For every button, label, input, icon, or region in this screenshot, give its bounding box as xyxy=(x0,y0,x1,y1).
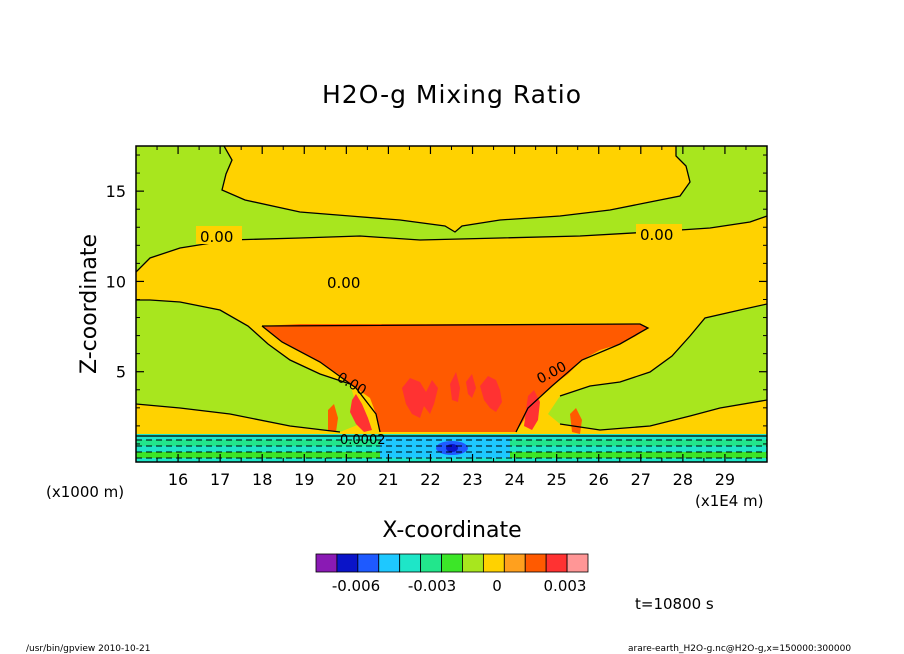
colorbar-swatch xyxy=(524,553,547,573)
footer-right: arare-earth_H2O-g.nc@H2O-g,x=150000:3000… xyxy=(628,644,851,654)
colorbar-swatch xyxy=(545,553,568,573)
x-tick-label: 17 xyxy=(210,470,230,489)
y-tick-label: 5 xyxy=(116,363,126,382)
x-axis-title: X-coordinate xyxy=(382,518,521,543)
x-tick-label: 18 xyxy=(252,470,272,489)
colorbar-swatch xyxy=(336,553,359,573)
contour-fill-red-core-5 xyxy=(350,394,372,432)
colorbar-swatch xyxy=(441,553,463,573)
time-label: t=10800 s xyxy=(635,595,714,613)
colorbar-swatch xyxy=(357,553,380,573)
x-tick-label: 21 xyxy=(378,470,398,489)
contour-label: 0.00 xyxy=(200,228,233,246)
contour-label: 0.00 xyxy=(327,274,360,292)
x-tick-label: 28 xyxy=(673,470,693,489)
colorbar-swatch xyxy=(503,553,526,573)
x-unit-label: (x1E4 m) xyxy=(695,492,764,510)
x-tick-label: 27 xyxy=(631,470,651,489)
x-tick-label: 25 xyxy=(546,470,566,489)
colorbar: -0.006 -0.003 0 0.003 xyxy=(315,553,589,595)
x-tick-label: 24 xyxy=(504,470,524,489)
contour-fill-orange-spot-1 xyxy=(328,404,338,432)
x-tick-label: 20 xyxy=(336,470,356,489)
x-tick-label: 29 xyxy=(715,470,735,489)
colorbar-swatch xyxy=(399,553,422,573)
chart-title: H2O-g Mixing Ratio xyxy=(322,80,582,109)
colorbar-swatch xyxy=(420,553,442,573)
contour-fill-red-core-4 xyxy=(480,376,502,412)
colorbar-tick-label: 0.003 xyxy=(544,577,587,595)
contour-fill-red-core-3 xyxy=(466,374,476,398)
colorbar-swatch xyxy=(566,553,589,573)
y-unit-label: (x1000 m) xyxy=(46,483,124,501)
y-axis-title: Z-coordinate xyxy=(77,234,102,374)
footer-left: /usr/bin/gpview 2010-10-21 xyxy=(26,644,150,654)
colorbar-swatch xyxy=(378,553,401,573)
colorbar-tick-label: -0.003 xyxy=(408,577,456,595)
colorbar-swatch xyxy=(462,553,484,573)
contour-fill-darkblue-core xyxy=(446,444,458,452)
x-tick-label: 16 xyxy=(168,470,188,489)
contour-label: 0.0002 xyxy=(340,433,386,448)
x-axis: 16 17 18 19 20 21 22 23 24 25 26 27 28 29 xyxy=(156,146,747,489)
x-tick-label: 22 xyxy=(420,470,440,489)
y-tick-label: 15 xyxy=(106,182,126,201)
x-tick-label: 26 xyxy=(589,470,609,489)
plot-area: 0.00 0.00 0.00 0.00 0.00 0.0002 xyxy=(136,146,767,462)
contour-fill-red-core-1 xyxy=(402,378,438,418)
contour-fill-red-core-2 xyxy=(450,372,460,402)
colorbar-tick-label: 0 xyxy=(492,577,502,595)
contour-fill-yellow-upper xyxy=(222,146,690,232)
y-axis: 5 10 15 xyxy=(106,154,767,445)
colorbar-tick-label: -0.006 xyxy=(332,577,380,595)
colorbar-swatch xyxy=(482,553,505,573)
colorbar-swatch xyxy=(315,553,338,573)
contour-label: 0.00 xyxy=(640,226,673,244)
x-tick-label: 23 xyxy=(462,470,482,489)
contour-lines xyxy=(136,146,767,437)
x-tick-label: 19 xyxy=(294,470,314,489)
y-tick-label: 10 xyxy=(106,272,126,291)
